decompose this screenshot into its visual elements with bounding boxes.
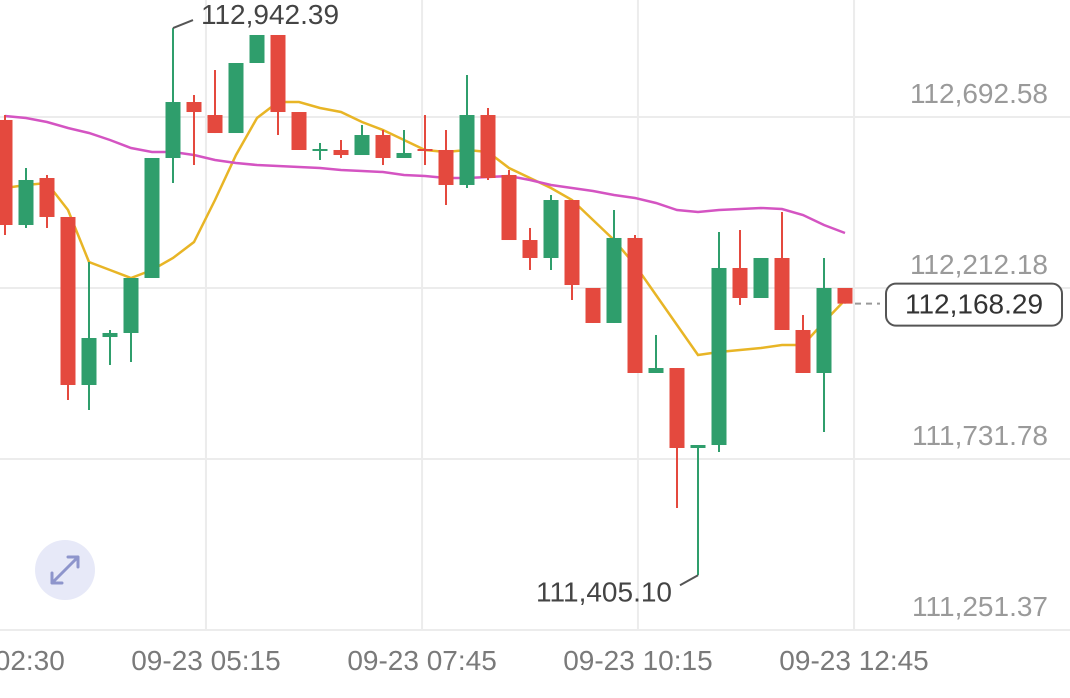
- candle-body: [438, 149, 454, 185]
- candle-body: [522, 240, 538, 258]
- candle-body: [543, 200, 559, 258]
- candle-body: [0, 119, 13, 225]
- candle-body: [459, 115, 475, 185]
- x-tick-label: 09-23 07:45: [347, 645, 496, 676]
- candle-body: [375, 135, 391, 159]
- candle-body: [81, 338, 97, 385]
- candle-body: [774, 257, 790, 330]
- candle-body: [312, 148, 328, 151]
- candle-body: [690, 445, 706, 448]
- max-label: 112,942.39: [201, 0, 339, 30]
- candle-body: [291, 112, 307, 150]
- candle-body: [627, 237, 643, 373]
- candle-body: [102, 332, 118, 338]
- candle-body: [564, 200, 580, 286]
- candle-body: [270, 34, 286, 113]
- candle-body: [207, 115, 223, 134]
- candle-body: [711, 267, 727, 446]
- candle-body: [354, 135, 370, 156]
- y-tick-label: 111,251.37: [912, 591, 1048, 622]
- candle-body: [186, 102, 202, 113]
- candle-body: [333, 149, 349, 156]
- candle-body: [753, 257, 769, 298]
- candle-body: [648, 368, 664, 373]
- candle-body: [18, 180, 34, 225]
- candle-body: [669, 368, 685, 448]
- candle-body: [837, 287, 853, 304]
- candle-body: [606, 237, 622, 323]
- max-pointer: [172, 19, 194, 30]
- candle-body: [816, 287, 832, 373]
- x-tick-label: 09-23 12:45: [779, 645, 928, 676]
- candle-body: [39, 178, 55, 217]
- candle-body: [417, 148, 433, 151]
- candle-body: [60, 216, 76, 385]
- min-pointer: [679, 574, 699, 587]
- candle-body: [165, 102, 181, 159]
- expand-button[interactable]: [35, 540, 95, 600]
- candle-body: [396, 152, 412, 159]
- y-tick-label: 112,692.58: [910, 78, 1048, 109]
- candle-body: [585, 287, 601, 323]
- candle-body: [732, 267, 748, 298]
- y-tick-label: 111,731.78: [912, 420, 1048, 451]
- last-price-label: 112,168.29: [905, 289, 1043, 320]
- grid: 111,251.37 111,731.78 112,212.18 112,692.58…: [0, 0, 1070, 676]
- x-tick-label: 09-23 05:15: [131, 645, 280, 676]
- candle-body: [249, 34, 265, 64]
- candle-body: [795, 329, 811, 373]
- min-label: 111,405.10: [536, 576, 672, 607]
- candle-body: [480, 115, 496, 179]
- candle-body: [501, 174, 517, 241]
- expand-icon[interactable]: [50, 555, 80, 585]
- candle-body: [144, 158, 160, 278]
- last-price-box: [885, 282, 1063, 327]
- y-tick-label: 112,212.18: [910, 249, 1048, 280]
- candles: [0, 28, 853, 576]
- candle-body: [123, 277, 139, 333]
- candle-body: [228, 63, 244, 134]
- x-tick-label: 09-23 10:15: [563, 645, 712, 676]
- annotations: 112,942.39 111,405.10 112,168.29: [172, 0, 1063, 607]
- moving-average-line: [4, 114, 846, 235]
- x-tick-label: 09-23 02:30: [0, 645, 65, 676]
